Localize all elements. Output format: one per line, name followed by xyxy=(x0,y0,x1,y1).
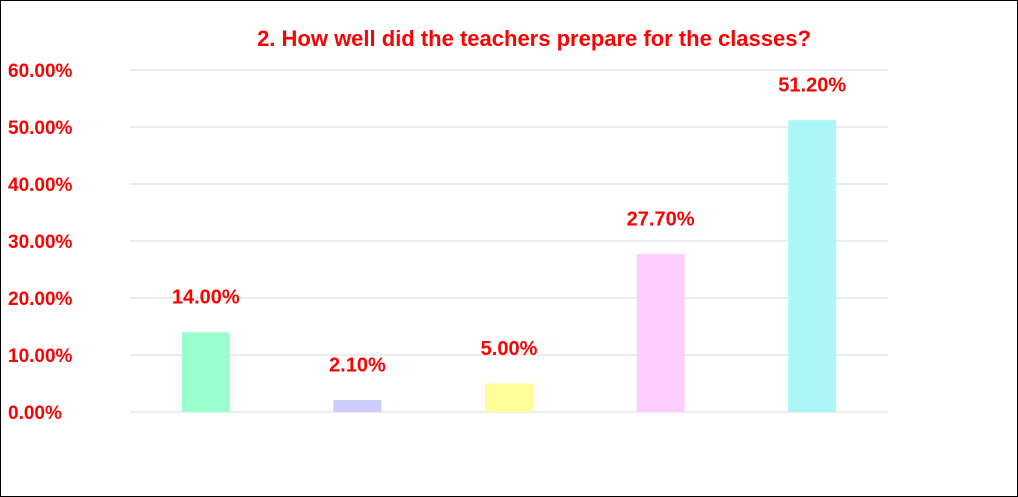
data-label: 5.00% xyxy=(481,338,538,360)
bar xyxy=(181,332,230,412)
y-tick-label: 0.00% xyxy=(8,403,62,424)
data-label: 14.00% xyxy=(172,286,240,308)
bar xyxy=(788,120,837,412)
y-tick-label: 30.00% xyxy=(8,232,73,253)
bar xyxy=(485,383,533,412)
y-tick-label: 60.00% xyxy=(8,61,73,82)
y-tick-label: 40.00% xyxy=(8,175,73,196)
chart-title: 2. How well did the teachers prepare for… xyxy=(257,26,811,51)
y-tick-label: 20.00% xyxy=(8,289,73,310)
y-tick-label: 10.00% xyxy=(8,346,73,367)
bar xyxy=(333,400,382,412)
data-label: 2.10% xyxy=(329,354,386,376)
bar xyxy=(636,254,685,412)
data-label: 27.70% xyxy=(627,208,695,230)
data-label: 51.20% xyxy=(778,74,846,96)
y-tick-label: 50.00% xyxy=(8,118,73,139)
